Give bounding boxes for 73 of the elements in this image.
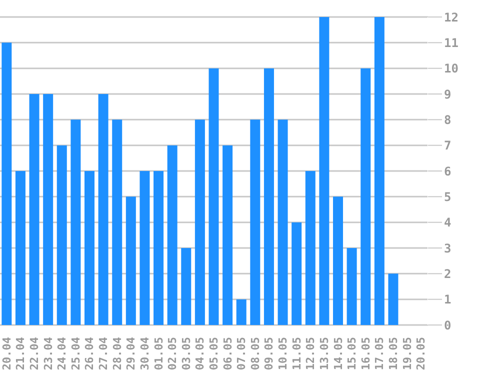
y-tick-label: 1 <box>444 292 452 307</box>
bar <box>278 120 288 325</box>
x-tick-label: 28.04 <box>110 336 124 370</box>
bar <box>2 42 12 325</box>
bar <box>388 274 398 325</box>
x-tick-label: 30.04 <box>138 336 152 370</box>
x-tick-label: 10.05 <box>276 337 290 370</box>
y-tick-label: 11 <box>444 36 458 50</box>
x-tick-label: 25.04 <box>69 336 82 370</box>
bar <box>84 171 94 325</box>
bar <box>70 120 81 325</box>
x-tick-label: 11.05 <box>290 337 304 370</box>
x-tick-label: 18.05 <box>386 337 400 370</box>
x-tick-label: 27.04 <box>97 336 110 370</box>
bar <box>181 248 192 325</box>
x-tick-label: 07.05 <box>235 337 248 370</box>
bar <box>194 120 205 325</box>
x-tick-label: 01.05 <box>152 337 166 370</box>
x-tick-label: 09.05 <box>262 337 276 370</box>
x-tick-label: 20.04 <box>0 336 14 370</box>
x-tick-label: 26.04 <box>83 336 96 370</box>
bar <box>236 299 246 325</box>
x-tick-label: 19.05 <box>400 337 414 370</box>
bar <box>43 94 54 325</box>
x-tick-label: 23.04 <box>42 336 55 370</box>
bar <box>250 120 260 325</box>
x-tick-label: 05.05 <box>208 337 220 370</box>
y-tick-label: 6 <box>444 164 452 178</box>
x-tick-label: 08.05 <box>248 337 262 370</box>
bar <box>264 68 274 325</box>
bar <box>208 68 219 325</box>
bar <box>15 171 26 325</box>
bar <box>167 145 178 325</box>
bar <box>319 17 330 325</box>
x-tick-label: 03.05 <box>180 337 193 370</box>
bar <box>333 196 344 325</box>
y-tick-label: 8 <box>444 112 452 127</box>
y-tick-label: 3 <box>444 241 452 256</box>
bar <box>292 222 302 325</box>
bar <box>346 248 357 325</box>
bar <box>360 68 371 325</box>
bar <box>56 145 67 325</box>
x-tick-label: 02.05 <box>166 337 180 370</box>
y-tick-label: 10 <box>444 62 458 76</box>
x-tick-label: 22.04 <box>28 336 42 370</box>
x-tick-label: 13.05 <box>318 337 331 370</box>
bar <box>374 17 384 325</box>
bar <box>29 94 40 325</box>
x-tick-label: 04.05 <box>194 337 207 370</box>
x-tick-label: 12.05 <box>304 337 318 370</box>
x-tick-label: 17.05 <box>373 337 386 370</box>
bar <box>126 196 136 325</box>
x-tick-label: 24.04 <box>56 336 69 370</box>
bar <box>98 94 108 325</box>
y-tick-label: 9 <box>444 87 452 102</box>
x-tick-label: 15.05 <box>346 337 359 370</box>
y-tick-label: 2 <box>444 266 452 281</box>
bar <box>140 171 150 325</box>
x-tick-label: 16.05 <box>359 337 372 370</box>
x-tick-label: 20.05 <box>414 337 428 370</box>
y-tick-label: 5 <box>444 190 452 204</box>
bar <box>154 171 164 325</box>
x-tick-label: 06.05 <box>221 337 234 370</box>
bar <box>222 145 233 325</box>
x-tick-label: 21.04 <box>14 336 28 370</box>
y-tick-label: 0 <box>444 318 452 332</box>
x-tick-label: 14.05 <box>332 337 345 370</box>
y-tick-label: 4 <box>444 216 452 230</box>
bar <box>112 120 122 325</box>
x-tick-label: 29.04 <box>124 336 138 370</box>
y-tick-label: 12 <box>444 10 458 24</box>
y-tick-label: 7 <box>444 138 452 153</box>
bar <box>305 171 316 325</box>
